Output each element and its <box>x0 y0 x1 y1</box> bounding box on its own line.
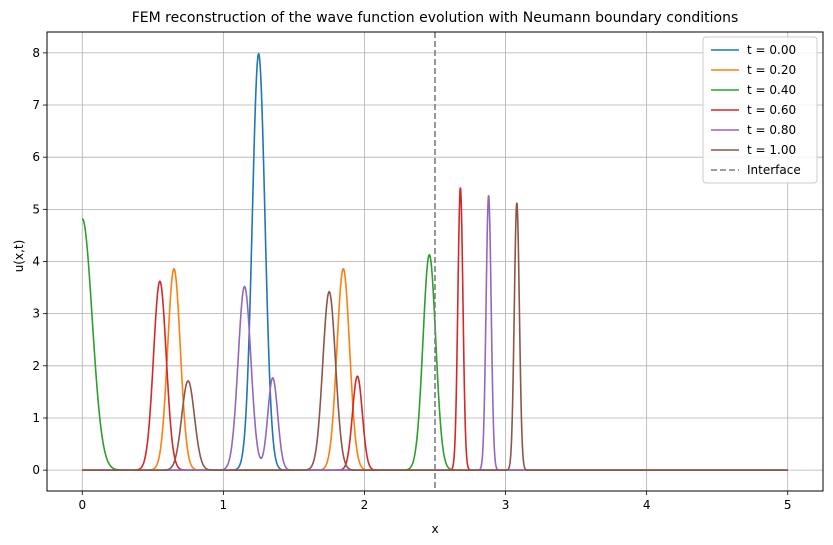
axis-ticks: 0 1 2 3 4 5 0 1 2 3 4 5 6 7 8 <box>32 46 791 512</box>
series-line-5 <box>82 202 788 471</box>
x-axis-label: x <box>431 522 438 536</box>
y-axis-label: u(x,t) <box>12 240 26 273</box>
legend-label: t = 0.60 <box>747 103 796 117</box>
legend-label: t = 0.80 <box>747 123 796 137</box>
legend-label: t = 0.40 <box>747 83 796 97</box>
y-tick-label: 0 <box>32 463 40 477</box>
y-tick-label: 6 <box>32 150 40 164</box>
x-tick-label: 3 <box>502 498 510 512</box>
x-tick-label: 5 <box>784 498 792 512</box>
y-tick-label: 1 <box>32 411 40 425</box>
legend-label: t = 0.20 <box>747 63 796 77</box>
x-tick-label: 0 <box>78 498 86 512</box>
legend: t = 0.00 t = 0.20 t = 0.40 t = 0.60 t = 0.80… <box>702 36 818 184</box>
chart-title: FEM reconstruction of the wave function … <box>132 10 739 26</box>
y-tick-label: 4 <box>32 255 40 269</box>
x-tick-label: 1 <box>220 498 228 512</box>
y-tick-label: 3 <box>32 307 40 321</box>
legend-label: t = 0.00 <box>747 43 796 57</box>
y-tick-label: 2 <box>32 359 40 373</box>
x-tick-label: 4 <box>643 498 651 512</box>
legend-box <box>702 36 818 184</box>
x-tick-label: 2 <box>361 498 369 512</box>
y-tick-label: 7 <box>32 98 40 112</box>
legend-label: t = 1.00 <box>747 143 796 157</box>
legend-label: Interface <box>747 163 801 177</box>
y-tick-label: 5 <box>32 202 40 216</box>
y-tick-label: 8 <box>32 46 40 60</box>
